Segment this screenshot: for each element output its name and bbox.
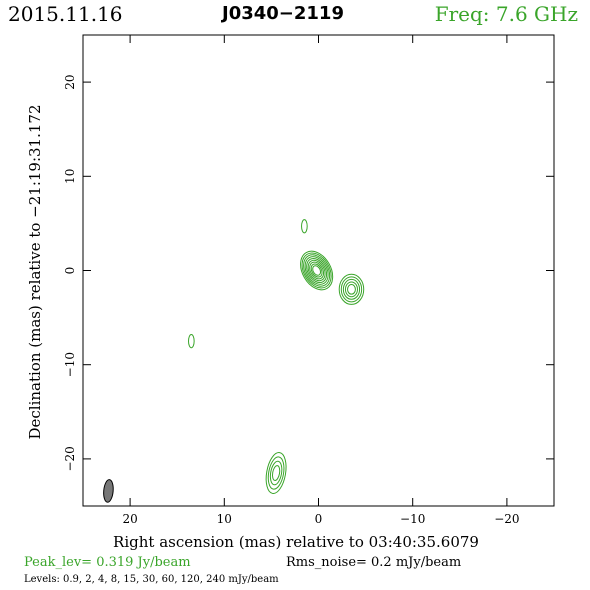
contour-core xyxy=(300,250,334,291)
beam-ellipse xyxy=(103,479,114,503)
rms-noise: Rms_noise= 0.2 mJy/beam xyxy=(286,555,462,570)
x-tick-label: −20 xyxy=(494,512,519,526)
contour-core xyxy=(304,256,329,285)
contour-knot xyxy=(338,273,365,305)
contour-knot xyxy=(347,284,356,295)
x-tick-label: 10 xyxy=(217,512,232,526)
y-tick-label: 20 xyxy=(63,74,77,89)
contour-core xyxy=(306,257,328,284)
contour-south-blob xyxy=(267,456,285,490)
peak-level: Peak_lev= 0.319 Jy/beam xyxy=(24,555,191,570)
source-name: J0340−2119 xyxy=(222,3,344,24)
contour-core xyxy=(307,259,326,282)
x-tick-label: 20 xyxy=(122,512,137,526)
contour-knot xyxy=(344,281,358,298)
x-axis-label: Right ascension (mas) relative to 03:40:… xyxy=(113,533,479,551)
plot-frame xyxy=(82,34,555,507)
axis-ticks xyxy=(83,35,554,506)
contour-layer xyxy=(188,219,365,495)
beam-layer xyxy=(103,479,114,503)
frequency-label: Freq: 7.6 GHz xyxy=(434,2,578,26)
contour-core xyxy=(303,254,331,287)
contour-core xyxy=(309,261,325,280)
y-tick-label: 10 xyxy=(63,169,77,184)
observation-date: 2015.11.16 xyxy=(8,2,123,26)
contour-south-blob xyxy=(265,452,287,495)
contour-core xyxy=(310,263,323,278)
contour-core xyxy=(301,252,332,289)
y-tick-label: −20 xyxy=(63,446,77,471)
y-tick-label: 0 xyxy=(63,267,77,275)
axis-tick-labels: 20 10 0 −10 −20 20 10 0 −10 −20 xyxy=(63,74,520,526)
contour-knot xyxy=(342,278,361,300)
contour-south-blob xyxy=(269,460,283,486)
contour-knot xyxy=(340,276,363,303)
contour-core xyxy=(312,265,322,276)
contour-isolated-west xyxy=(188,334,195,349)
contour-south-blob xyxy=(272,465,281,481)
x-tick-label: −10 xyxy=(400,512,425,526)
y-axis-label: Declination (mas) relative to −21:19:31.… xyxy=(26,104,44,440)
contour-levels: Levels: 0.9, 2, 4, 8, 15, 30, 60, 120, 2… xyxy=(24,574,279,585)
y-tick-label: −10 xyxy=(63,352,77,377)
x-tick-label: 0 xyxy=(315,512,323,526)
contour-isolated-north xyxy=(301,219,308,234)
